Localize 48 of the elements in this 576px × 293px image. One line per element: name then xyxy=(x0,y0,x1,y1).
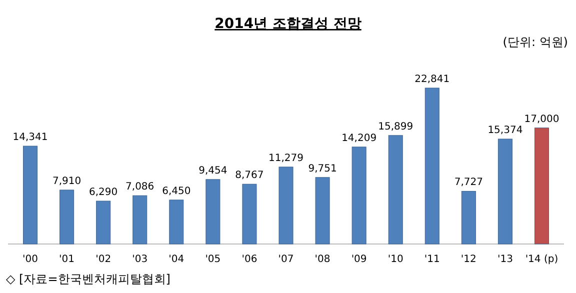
bar xyxy=(242,184,257,244)
bar xyxy=(498,138,512,244)
data-label: 22,841 xyxy=(414,74,450,85)
x-tick-label: '07 xyxy=(278,254,294,265)
x-tick-label: '11 xyxy=(424,254,440,265)
data-label: 6,450 xyxy=(162,186,191,197)
bar xyxy=(96,200,111,244)
x-tick-label: '01 xyxy=(59,254,75,265)
data-label: 7,727 xyxy=(454,177,483,188)
bar xyxy=(461,190,476,244)
bar xyxy=(352,146,366,244)
data-label: 11,279 xyxy=(268,152,304,164)
chart-subtitle: (단위: 억원) xyxy=(502,35,568,49)
x-tick-label: '02 xyxy=(96,254,112,265)
chart-title: 2014년 조합결성 전망 xyxy=(214,16,362,32)
x-tick-label: '05 xyxy=(205,254,221,265)
x-tick-label: '00 xyxy=(22,254,38,265)
x-tick-label: '04 xyxy=(168,254,184,265)
data-label: 14,341 xyxy=(12,132,48,144)
bar xyxy=(424,88,440,244)
bar xyxy=(60,190,74,244)
x-tick-label: '10 xyxy=(388,254,404,265)
x-tick-label: '08 xyxy=(314,254,330,265)
x-tick-label: '03 xyxy=(132,254,148,265)
data-label: 15,899 xyxy=(378,121,414,132)
data-label: 8,767 xyxy=(235,170,264,182)
data-label: 15,374 xyxy=(488,125,523,136)
bar xyxy=(315,177,330,244)
data-label: 17,000 xyxy=(524,114,560,125)
x-tick-label: '14 (p) xyxy=(525,254,558,265)
bar xyxy=(132,195,148,244)
data-label: 7,910 xyxy=(52,176,82,187)
x-tick-label: '13 xyxy=(497,254,513,265)
bar xyxy=(23,146,38,244)
data-label: 9,454 xyxy=(198,165,228,176)
bar xyxy=(388,135,403,244)
text: ◇ [자료=한국벤처캐피탈협회] xyxy=(6,272,170,286)
data-label: 6,290 xyxy=(89,187,118,198)
x-tick-label: '06 xyxy=(242,254,258,265)
bar xyxy=(206,179,220,244)
data-label: 9,751 xyxy=(308,163,337,174)
x-tick-label: '12 xyxy=(460,254,476,265)
bar xyxy=(278,166,294,244)
bar xyxy=(169,200,184,244)
x-tick-label: '09 xyxy=(351,254,367,265)
data-label: 7,086 xyxy=(126,182,154,193)
data-label: 14,209 xyxy=(342,132,377,144)
bar xyxy=(534,128,549,244)
